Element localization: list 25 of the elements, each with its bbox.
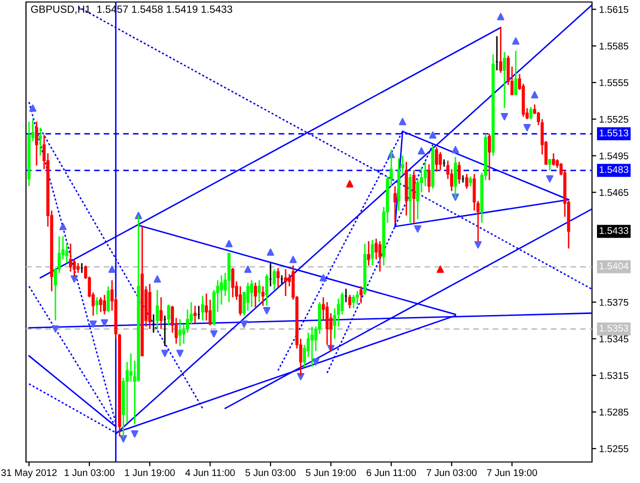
y-tick-label: 1.5615 — [600, 6, 628, 13]
x-tick-label: 5 Jun 19:00 — [306, 469, 356, 476]
text: 1.5433 — [600, 227, 628, 234]
ref-line-label: 1.5353 — [600, 324, 628, 332]
y-tick-label: 1.5495 — [600, 152, 628, 160]
y-tick-label: 1.5345 — [600, 336, 628, 342]
x-tick-label: 1 Jun 19:00 — [125, 469, 175, 476]
y-tick-label: 1.5585 — [600, 42, 628, 50]
y-tick-label: 1.5375 — [600, 298, 628, 306]
y-tick-label: 1.5255 — [600, 445, 628, 452]
y-tick-label: 1.5465 — [600, 189, 628, 196]
y-tick-label: 1.5285 — [600, 408, 628, 416]
y-tick-label: 1.5555 — [600, 79, 628, 86]
y-tick-label: 1.5315 — [600, 372, 628, 379]
ref-line-label: 1.5404 — [600, 262, 628, 270]
y-tick-label: 1.5525 — [600, 116, 628, 123]
x-tick-label: 4 Jun 11:00 — [185, 469, 235, 476]
x-tick-label: 7 Jun 03:00 — [426, 469, 477, 476]
x-tick-label: 1 Jun 03:00 — [64, 469, 114, 476]
x-tick-label: 6 Jun 11:00 — [366, 469, 416, 476]
x-tick-label: 7 Jun 19:00 — [487, 469, 538, 476]
x-tick-label: 5 Jun 03:00 — [245, 469, 296, 476]
ref-line-label: 1.5483 — [600, 166, 628, 173]
ref-line-label: 1.5513 — [600, 130, 628, 136]
x-tick-label: 31 May 2012 — [1, 469, 57, 478]
